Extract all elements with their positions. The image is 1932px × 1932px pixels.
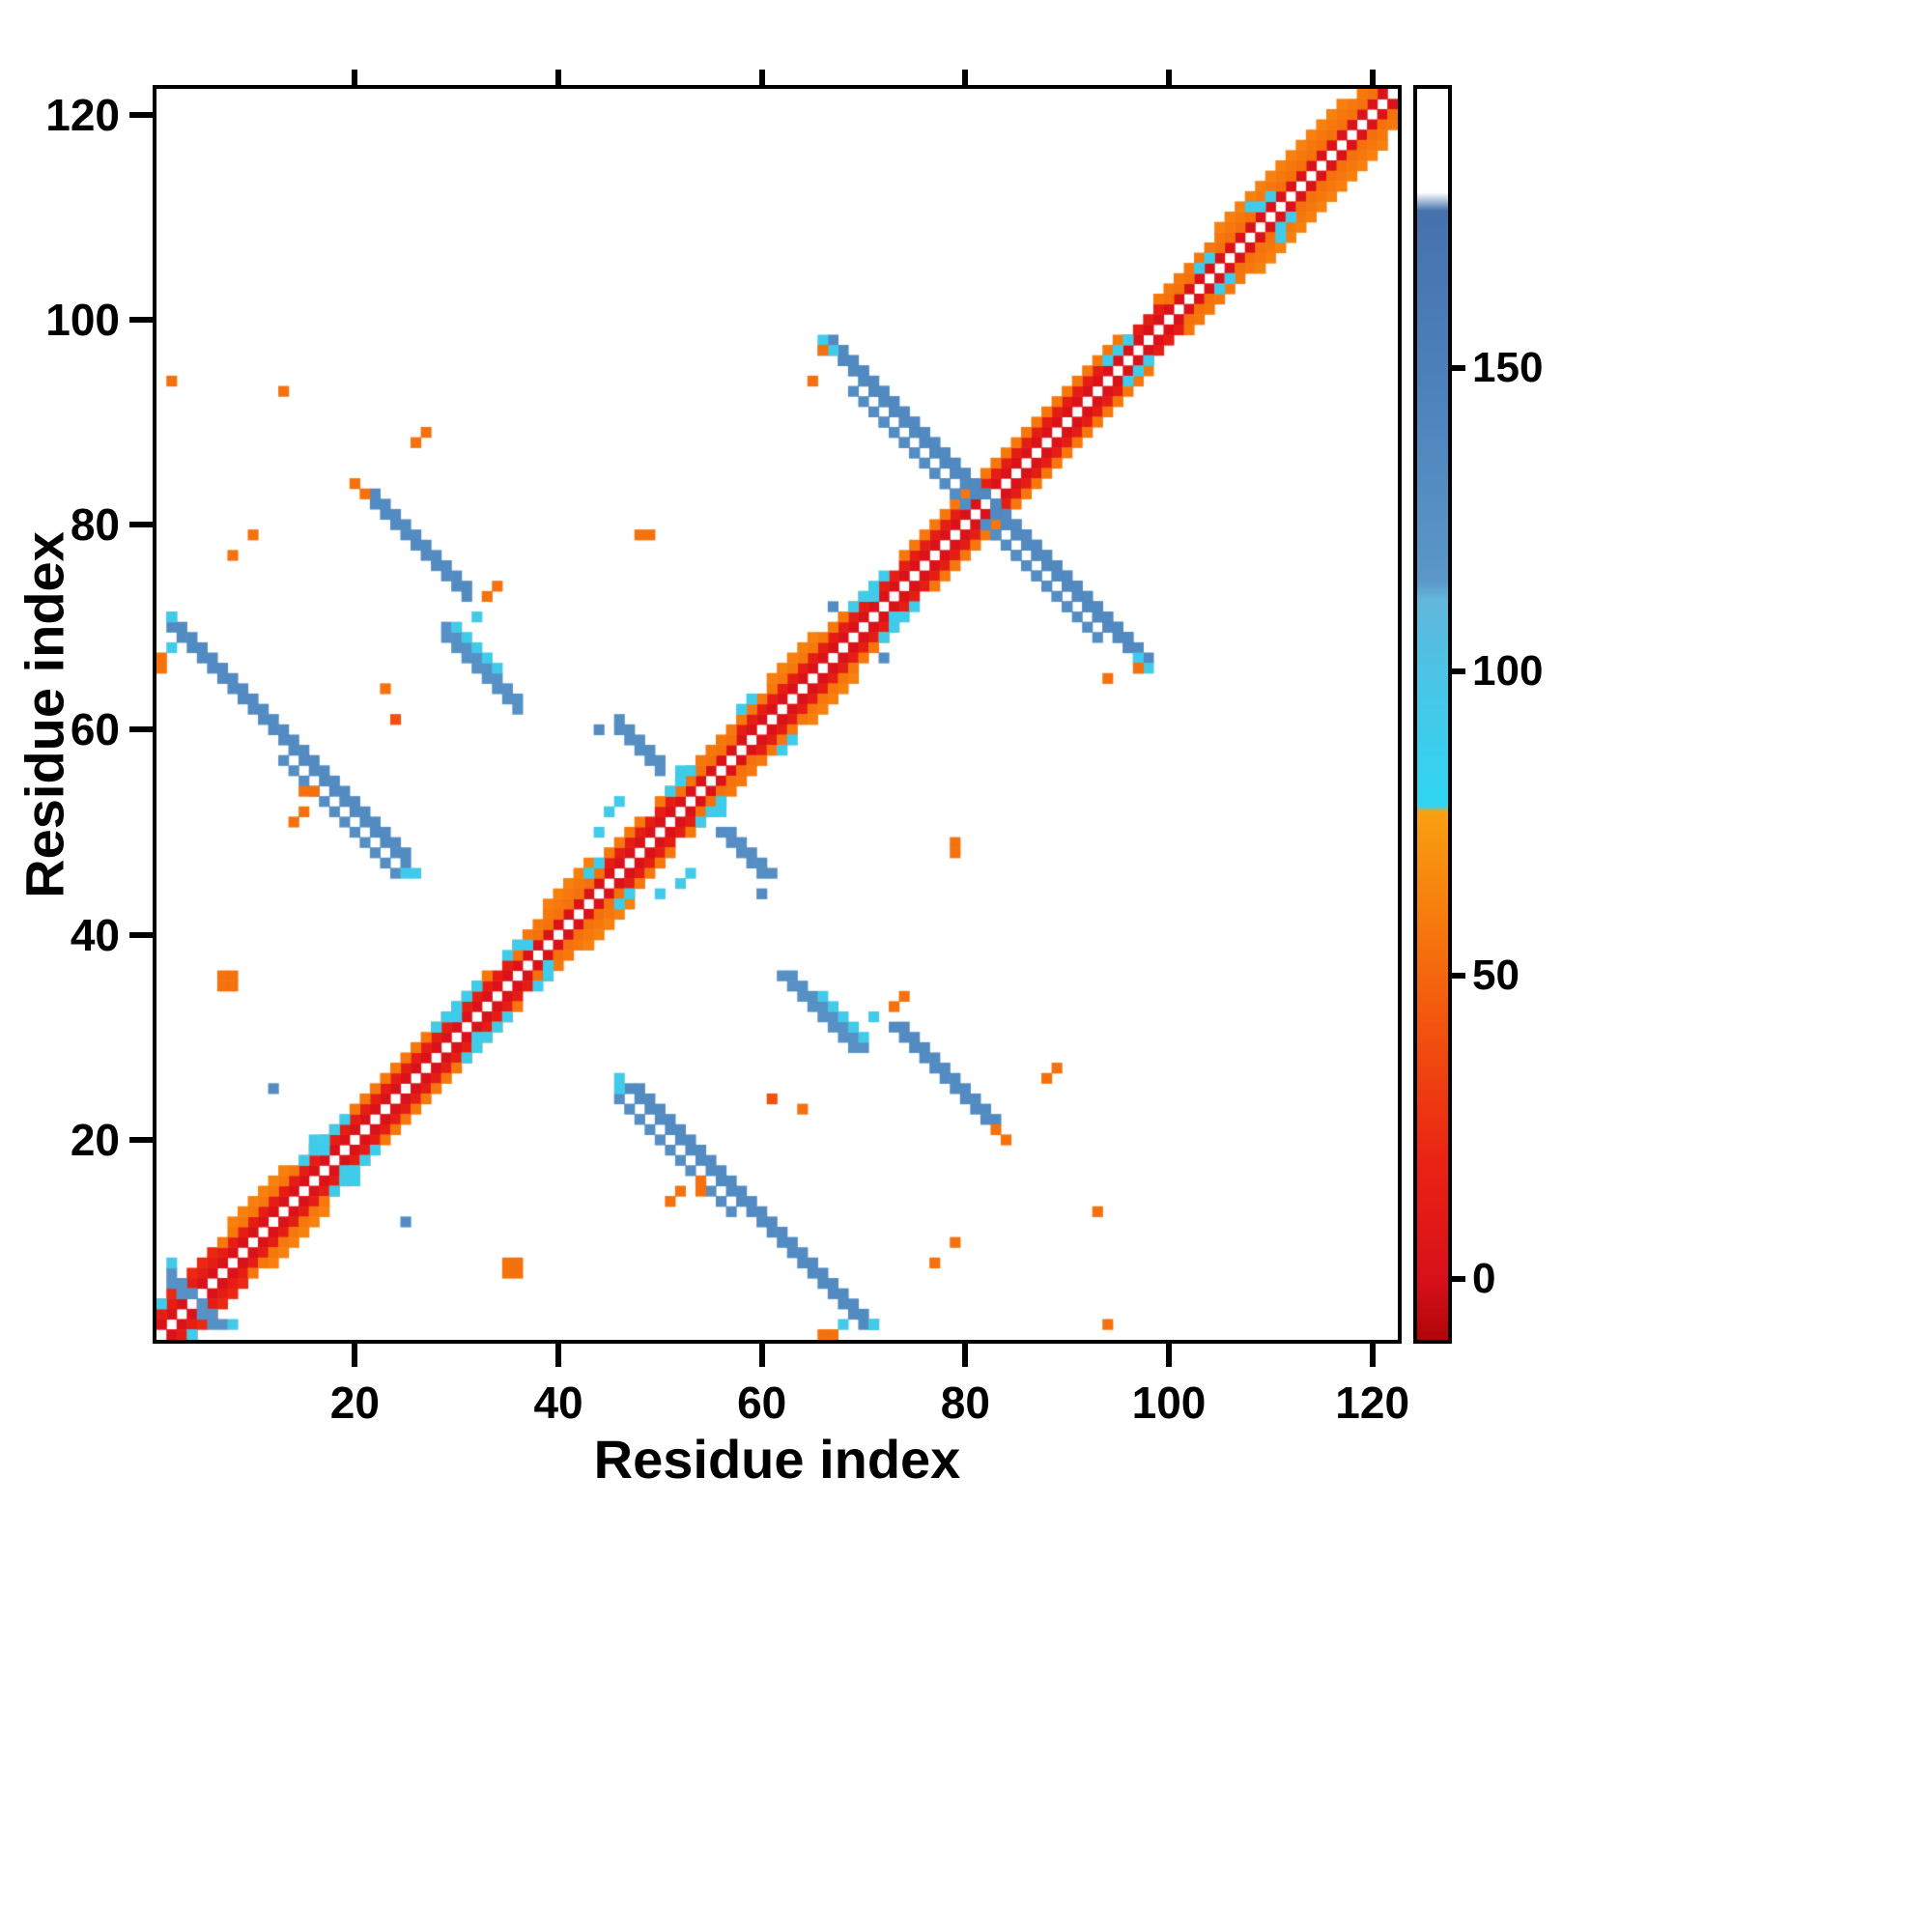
x-tick-mark-top bbox=[1166, 70, 1172, 85]
y-tick-mark bbox=[129, 931, 153, 938]
x-tick-label: 80 bbox=[940, 1378, 990, 1428]
x-tick-mark-top bbox=[1369, 70, 1376, 85]
x-tick-label: 100 bbox=[1131, 1378, 1207, 1428]
y-tick-mark bbox=[129, 1137, 153, 1143]
y-tick-label: 20 bbox=[70, 1115, 120, 1165]
x-tick-mark bbox=[1166, 1344, 1172, 1367]
x-tick-mark bbox=[352, 1344, 358, 1367]
x-tick-mark-top bbox=[555, 70, 562, 85]
x-tick-mark bbox=[962, 1344, 969, 1367]
x-tick-mark-top bbox=[758, 70, 765, 85]
x-tick-mark-top bbox=[352, 70, 358, 85]
colorbar-tick-mark bbox=[1452, 668, 1465, 675]
colorbar-tick-label: 0 bbox=[1472, 1255, 1496, 1303]
y-tick-mark bbox=[129, 522, 153, 528]
y-tick-label: 100 bbox=[45, 294, 120, 345]
y-tick-label: 40 bbox=[70, 909, 120, 960]
colorbar-gradient bbox=[1417, 89, 1448, 1340]
x-tick-label: 40 bbox=[533, 1378, 583, 1428]
y-tick-label: 80 bbox=[70, 499, 120, 551]
x-tick-mark bbox=[758, 1344, 765, 1367]
colorbar-tick-label: 150 bbox=[1472, 344, 1544, 392]
colorbar-tick-mark bbox=[1452, 365, 1465, 372]
colorbar-tick-mark bbox=[1452, 1276, 1465, 1283]
colorbar-tick-mark bbox=[1452, 972, 1465, 979]
colorbar-tick-label: 50 bbox=[1472, 951, 1520, 999]
y-tick-label: 120 bbox=[45, 89, 120, 140]
contact-map-heatmap bbox=[156, 89, 1398, 1340]
y-tick-mark bbox=[129, 316, 153, 323]
x-tick-mark bbox=[1369, 1344, 1376, 1367]
x-axis-label: Residue index bbox=[593, 1429, 961, 1490]
y-tick-label: 60 bbox=[70, 704, 120, 755]
y-tick-mark bbox=[129, 111, 153, 118]
x-tick-label: 20 bbox=[329, 1378, 380, 1428]
x-tick-label: 120 bbox=[1335, 1378, 1410, 1428]
y-tick-mark bbox=[129, 726, 153, 733]
x-tick-mark bbox=[555, 1344, 562, 1367]
colorbar-tick-label: 100 bbox=[1472, 647, 1544, 696]
x-tick-label: 60 bbox=[737, 1378, 787, 1428]
x-tick-mark-top bbox=[962, 70, 969, 85]
